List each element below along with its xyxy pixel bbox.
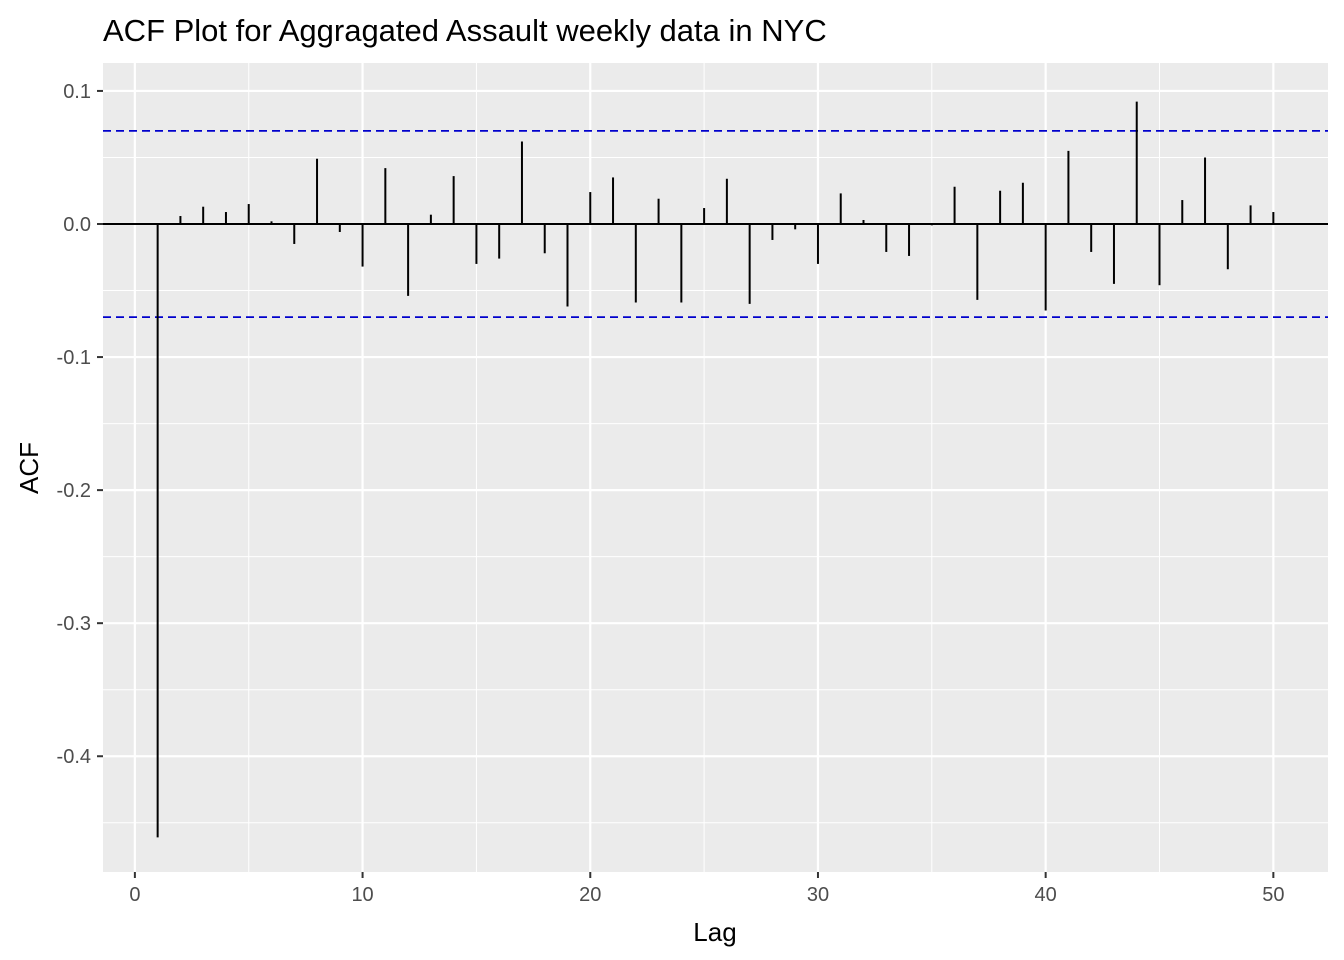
x-tick-label: 20 xyxy=(579,884,601,906)
y-tick-label: -0.4 xyxy=(57,746,91,768)
x-tick-label: 50 xyxy=(1262,884,1284,906)
x-axis: 0 10 20 30 40 50 xyxy=(129,872,1284,906)
chart-title: ACF Plot for Aggragated Assault weekly d… xyxy=(103,13,827,48)
y-tick-label: 0.0 xyxy=(63,214,91,236)
x-tick-label: 0 xyxy=(129,884,140,906)
acf-bars xyxy=(156,101,1275,838)
x-tick-label: 10 xyxy=(351,884,373,906)
x-tick-label: 30 xyxy=(807,884,829,906)
y-tick-label: -0.1 xyxy=(57,347,91,369)
y-tick-label: -0.3 xyxy=(57,613,91,635)
x-tick-label: 40 xyxy=(1035,884,1057,906)
y-axis-title: ACF xyxy=(14,442,44,494)
confidence-bounds xyxy=(103,129,1328,319)
y-tick-label: 0.1 xyxy=(63,81,91,103)
y-axis: 0.1 0.0 -0.1 -0.2 -0.3 -0.4 xyxy=(57,81,103,768)
plot-panel xyxy=(103,63,1328,872)
y-tick-label: -0.2 xyxy=(57,480,91,502)
x-axis-title: Lag xyxy=(693,917,736,947)
grid-lines xyxy=(103,63,1328,872)
